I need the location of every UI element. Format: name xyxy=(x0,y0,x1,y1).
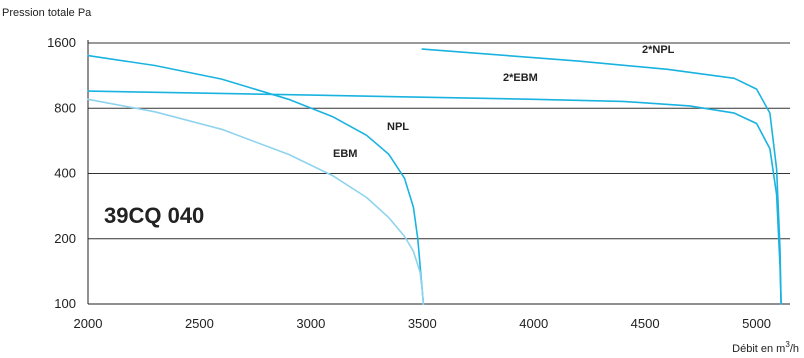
x-axis-title: Débit en m3/h xyxy=(732,340,799,355)
series-line-2xebm xyxy=(87,90,782,305)
x-tick-label-2500: 2500 xyxy=(185,316,214,331)
x-axis-title-suffix: /h xyxy=(790,343,799,355)
series-line-ebm xyxy=(87,98,425,305)
y-tick-label-400: 400 xyxy=(54,166,76,181)
y-tick-label-200: 200 xyxy=(54,231,76,246)
x-tick-label-3000: 3000 xyxy=(296,316,325,331)
series-line-npl xyxy=(87,54,425,305)
grid-lines xyxy=(88,42,790,240)
x-tick-label-2000: 2000 xyxy=(74,316,103,331)
x-tick-label-4000: 4000 xyxy=(519,316,548,331)
y-tick-labels: 100 200 400 800 1600 xyxy=(47,35,76,311)
axes xyxy=(87,40,790,305)
y-tick-label-100: 100 xyxy=(54,296,76,311)
series-line-2xnpl xyxy=(421,48,782,305)
y-tick-label-800: 800 xyxy=(54,100,76,115)
x-tick-label-3500: 3500 xyxy=(408,316,437,331)
series-lines xyxy=(87,48,782,305)
series-label-2ebm: 2*EBM xyxy=(503,72,538,84)
x-axis-title-main: Débit en m xyxy=(732,343,785,355)
y-tick-label-1600: 1600 xyxy=(47,35,76,50)
x-tick-label-4500: 4500 xyxy=(631,316,660,331)
y-axis-title: Pression totale Pa xyxy=(2,7,92,19)
series-label-ebm: EBM xyxy=(333,148,357,160)
model-label: 39CQ 040 xyxy=(104,203,204,228)
x-axis-title-sup: 3 xyxy=(785,340,790,349)
x-tick-labels: 2000 2500 3000 3500 4000 4500 5000 xyxy=(74,316,771,331)
x-tick-label-5000: 5000 xyxy=(742,316,771,331)
series-label-2npl: 2*NPL xyxy=(642,44,675,56)
series-label-npl: NPL xyxy=(387,121,409,133)
